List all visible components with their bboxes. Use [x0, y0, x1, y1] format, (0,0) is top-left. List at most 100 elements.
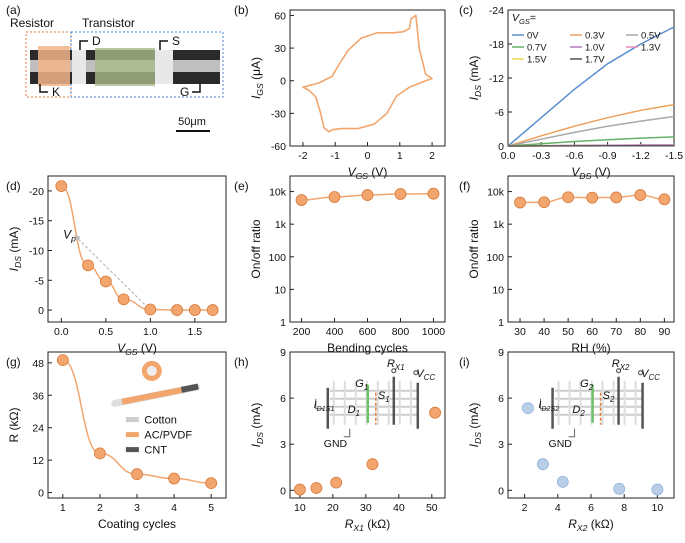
text-sub: DS: [473, 432, 483, 444]
text-sub: GS: [519, 17, 530, 26]
text-sub: DS: [13, 256, 23, 268]
y-tick-label: 1k: [493, 219, 505, 231]
x-tick-label: 1: [60, 502, 66, 514]
data-point: [56, 354, 69, 367]
x-tick-label: 40: [538, 326, 550, 338]
y-axis-label: IDS (mA): [249, 403, 265, 448]
panel-letter: (h): [234, 355, 249, 369]
panel-letter: (b): [234, 3, 249, 17]
inset-label-gnd: GND: [324, 438, 348, 450]
legend-label: 1.7V: [585, 55, 605, 66]
x-tick-label: -1.2: [632, 150, 650, 162]
x-tick-label: 30: [360, 502, 372, 514]
text-part: G: [355, 378, 364, 390]
data-point: [536, 458, 549, 471]
x-tick-label: 20: [327, 502, 339, 514]
data-point: [586, 191, 599, 204]
x-tick-label: -0.6: [565, 150, 583, 162]
text-part: I: [539, 400, 542, 411]
x-tick-label: 90: [659, 326, 671, 338]
text-sub: DS: [473, 85, 483, 97]
y-axis-label: IGS (μA): [249, 57, 265, 99]
y-axis-label: On/off ratio: [249, 219, 263, 278]
x-tick-label: 4: [555, 502, 561, 514]
data-point: [99, 275, 112, 288]
x-axis-label: VGS (V): [348, 165, 388, 181]
x-tick-label: 1.0: [143, 326, 158, 338]
legend-label: 0.5V: [641, 31, 661, 42]
label-g: G: [180, 85, 189, 99]
inset-label-g: G2: [580, 378, 594, 392]
y-tick-label: 0: [38, 488, 44, 500]
x-tick-label: 50: [562, 326, 574, 338]
x-tick-label: 1000: [422, 326, 446, 338]
text-part: I: [249, 443, 263, 447]
y-tick-label: 30: [274, 43, 286, 55]
text-part: (V): [368, 165, 387, 179]
text-part: R: [568, 517, 577, 531]
data-point: [206, 304, 219, 316]
text-part: R: [612, 358, 620, 370]
inset-label-g: G1: [355, 378, 368, 392]
y-tick-label: 12: [32, 455, 44, 467]
data-point: [94, 447, 106, 460]
data-point: [538, 196, 550, 209]
data-point: [366, 458, 379, 471]
text-sub: D2S2: [541, 404, 559, 413]
series-line-0V: [507, 26, 675, 147]
plot-frame: [289, 351, 446, 499]
x-tick-label: 2: [522, 502, 528, 514]
y-tick-label: 0: [280, 76, 286, 88]
data-point: [634, 189, 647, 201]
y-tick-label: -12: [489, 73, 504, 85]
x-tick-label: -0.9: [599, 150, 617, 162]
inset-label-d: D1: [348, 404, 360, 418]
data-point: [610, 191, 623, 204]
x-axis-label: RX2 (kΩ): [568, 517, 614, 533]
legend-label: 1.5V: [527, 55, 547, 66]
text-sub: 2: [609, 395, 615, 404]
arrow-d: [79, 40, 88, 50]
x-tick-label: -0.3: [532, 150, 550, 162]
y-tick-label: 9: [498, 347, 504, 359]
text-sub: X1: [394, 363, 405, 372]
inset-label-i: ID1S1: [314, 400, 335, 413]
x-tick-label: 0.5: [99, 326, 114, 338]
x-axis-label: Bending cycles: [327, 341, 408, 355]
vp-arrow: [74, 235, 81, 241]
legend-label: 1.0V: [585, 43, 605, 54]
text-part: V: [117, 341, 126, 355]
data-point: [117, 293, 130, 306]
y-tick-label: 3: [498, 439, 504, 451]
y-tick-label: -24: [489, 5, 504, 17]
panel-letter: (a): [6, 3, 21, 17]
data-point: [55, 180, 68, 193]
current-bracket: [315, 398, 324, 410]
x-tick-label: 6: [588, 502, 594, 514]
y-axis-label: R (kΩ): [7, 408, 21, 443]
scale-label: 50μm: [178, 116, 206, 128]
x-tick-label: 1: [397, 150, 403, 162]
data-point: [514, 196, 526, 209]
y-tick-label: -15: [29, 216, 44, 228]
text-part: V: [512, 12, 520, 24]
x-tick-label: 2: [429, 150, 435, 162]
data-point: [429, 406, 442, 419]
current-bracket: [540, 398, 549, 410]
inset-label-d: D2: [572, 404, 585, 418]
text-part: =: [530, 12, 536, 24]
y-tick-label: -10: [29, 245, 44, 257]
text-part: S: [378, 390, 386, 402]
text-part: V: [641, 368, 650, 380]
cv-loop-line: [302, 14, 433, 133]
data-point: [144, 303, 157, 316]
y-tick-label: 60: [274, 10, 286, 22]
y-tick-label: 10k: [487, 187, 505, 199]
x-tick-label: 30: [514, 326, 526, 338]
gnd-wire: [343, 428, 351, 438]
x-tick-label: 0: [365, 150, 371, 162]
